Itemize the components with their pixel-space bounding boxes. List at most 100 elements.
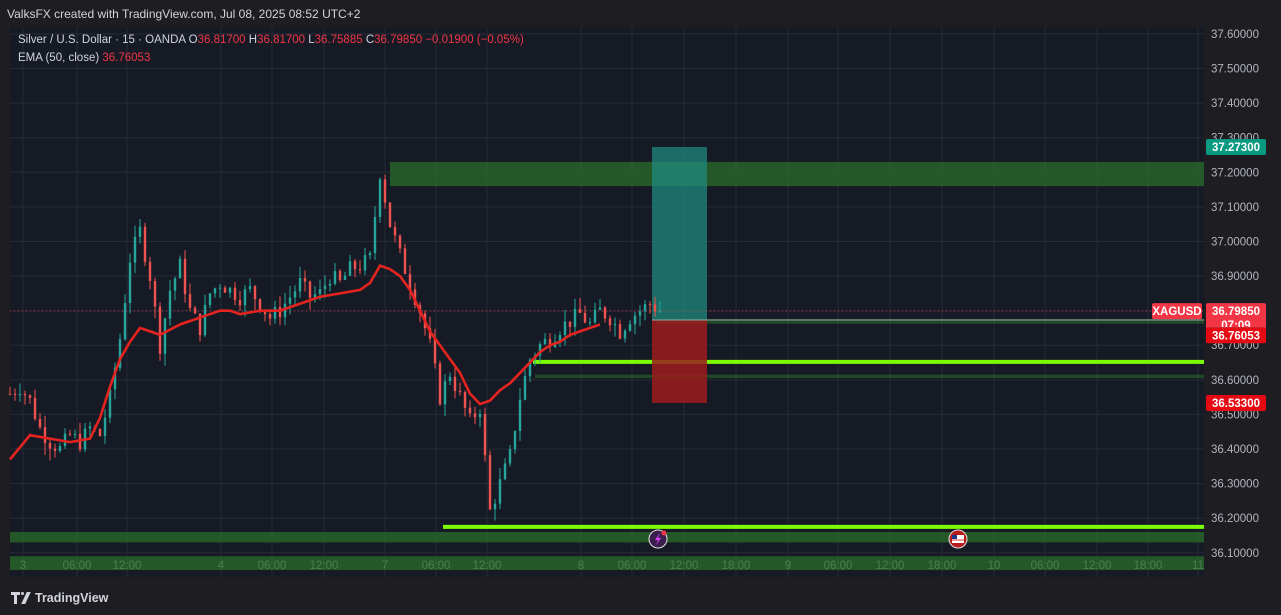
candle-body xyxy=(198,313,202,336)
target-tag-box[interactable] xyxy=(1206,139,1266,156)
candle-body xyxy=(303,278,307,282)
candle-body xyxy=(98,429,102,437)
symbol-tag: XAGUSD xyxy=(1152,306,1201,318)
ema-tag: 36.76053 xyxy=(1212,330,1260,342)
candle-body xyxy=(583,312,587,323)
candle-body xyxy=(18,394,22,396)
candle-body xyxy=(318,289,322,295)
candle-body xyxy=(58,446,62,451)
stop-tag: 36.53300 xyxy=(1212,398,1260,410)
upper-thin-zone xyxy=(656,318,1204,324)
candle-body xyxy=(53,448,57,451)
top-bar: ValksFX created with TradingView.com, Ju… xyxy=(0,0,1281,27)
open-label: O xyxy=(188,34,198,46)
low-label: L xyxy=(308,34,315,46)
candle-body xyxy=(618,323,622,339)
candle-body xyxy=(613,323,617,326)
candle-body xyxy=(88,426,92,429)
price-chart[interactable]: 37.6000037.5000037.4000037.3000037.20000… xyxy=(0,0,1281,585)
candle-body xyxy=(23,394,27,396)
symbol-tag-box[interactable] xyxy=(1152,303,1202,320)
candle-body xyxy=(478,414,482,418)
y-tick-label: 36.30000 xyxy=(1211,479,1259,491)
ema-legend-row[interactable]: EMA (50, close) 36.76053 xyxy=(18,52,150,64)
y-tick-label: 37.60000 xyxy=(1211,29,1259,41)
close-value: 36.79850 xyxy=(374,34,423,46)
candle-body xyxy=(8,393,12,395)
candle-body xyxy=(503,463,507,480)
candle-body xyxy=(313,294,317,298)
last-price-tag-box[interactable] xyxy=(1206,303,1266,320)
candle-body xyxy=(308,281,312,298)
candle-body xyxy=(173,278,177,291)
candle-body xyxy=(273,307,277,319)
target-zone[interactable] xyxy=(652,147,707,320)
candle-body xyxy=(528,359,532,377)
stop-zone[interactable] xyxy=(652,319,707,404)
candle-body xyxy=(213,288,217,294)
candle-body xyxy=(233,287,237,301)
stop-tag-box[interactable] xyxy=(1206,395,1266,412)
candle-body xyxy=(513,430,517,450)
candle-body xyxy=(488,455,492,510)
candle-body xyxy=(413,289,417,305)
candle-body xyxy=(133,236,137,263)
candle-body xyxy=(283,303,287,318)
candle-body xyxy=(393,227,397,236)
flag-canton xyxy=(952,535,957,539)
candle-body xyxy=(73,433,77,435)
tradingview-logo-icon xyxy=(11,592,31,604)
candle-body xyxy=(483,414,487,456)
candle-body xyxy=(188,294,192,308)
candle-body xyxy=(68,433,72,435)
ema-value: 36.76053 xyxy=(102,52,151,64)
candle-body xyxy=(343,275,347,280)
candle-body xyxy=(248,286,252,290)
candle-body xyxy=(373,216,377,254)
supply-zone xyxy=(390,161,1204,187)
candle-body xyxy=(103,417,107,437)
ema-tag-box[interactable] xyxy=(1206,327,1266,344)
candle-body xyxy=(593,309,597,323)
low-value: 36.75885 xyxy=(314,34,363,46)
y-tick-label: 36.50000 xyxy=(1211,409,1259,421)
candle-body xyxy=(278,307,282,318)
candle-body xyxy=(193,307,197,314)
candle-body xyxy=(148,261,152,281)
change-value: −0.01900 (−0.05%) xyxy=(425,34,524,46)
y-tick-label: 37.40000 xyxy=(1211,98,1259,110)
y-tick-label: 37.50000 xyxy=(1211,64,1259,76)
candle-body xyxy=(353,261,357,270)
ema-line[interactable] xyxy=(8,264,601,461)
candle-body xyxy=(268,314,272,319)
candle-body xyxy=(348,261,352,276)
high-value: 36.81700 xyxy=(257,34,306,46)
candle-body xyxy=(388,202,392,228)
candle-body xyxy=(463,392,467,408)
candle-body xyxy=(563,321,567,336)
candle-body xyxy=(648,304,652,306)
candle-body xyxy=(363,255,367,271)
symbol-label[interactable]: Silver / U.S. Dollar · 15 · OANDA xyxy=(18,34,186,46)
candle-body xyxy=(443,381,447,405)
candle-body xyxy=(13,393,17,395)
notification-dot xyxy=(661,530,667,536)
y-tick-label: 37.00000 xyxy=(1211,236,1259,248)
candle-body xyxy=(328,283,332,286)
candle-body xyxy=(558,335,562,342)
candle-body xyxy=(153,280,157,307)
candle-body xyxy=(238,300,242,306)
candle-body xyxy=(108,389,112,418)
y-tick-label: 36.20000 xyxy=(1211,513,1259,525)
candle-body xyxy=(498,479,502,504)
candle-body xyxy=(163,318,167,354)
y-tick-label: 36.40000 xyxy=(1211,444,1259,456)
chart-credit: ValksFX created with TradingView.com, Ju… xyxy=(7,7,361,21)
candle-body xyxy=(243,289,247,306)
candle-body xyxy=(438,363,442,405)
ema-label: EMA (50, close) xyxy=(18,52,100,64)
tradingview-brand[interactable]: TradingView xyxy=(11,591,108,605)
candle-body xyxy=(398,235,402,249)
candle-body xyxy=(218,287,222,289)
candle-body xyxy=(493,503,497,510)
